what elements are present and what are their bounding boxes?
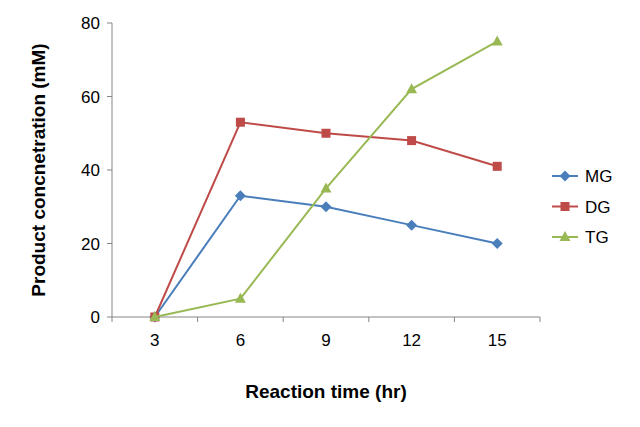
data-point [492,35,503,45]
legend-label: MG [585,167,612,186]
y-tick [107,96,112,97]
y-tick-label: 40 [81,161,100,180]
legend-marker [560,231,571,241]
x-tick [454,317,455,322]
y-tick [107,170,112,171]
x-tick-label: 6 [236,331,245,350]
x-tick-label: 15 [488,331,507,350]
series-line [155,196,497,317]
x-tick [368,317,369,322]
data-point [406,220,417,231]
x-axis [112,317,540,318]
data-point [235,293,246,303]
y-tick [107,23,112,24]
y-tick-label: 60 [81,88,100,107]
x-axis-title: Reaction time (hr) [245,381,407,402]
plot-area [149,35,502,322]
x-tick [112,317,113,322]
data-point [321,201,332,212]
legend-marker [561,202,570,211]
data-point [406,83,417,93]
data-point [493,162,502,171]
series-line [155,122,497,317]
data-point [236,118,245,127]
data-point [321,182,332,192]
legend: MG DG TG [552,167,612,247]
data-point [492,238,503,249]
x-tick-label: 3 [150,331,159,350]
x-tick [283,317,284,322]
legend-label: TG [585,228,609,247]
y-tick-label: 20 [81,235,100,254]
x-tick-label: 9 [321,331,330,350]
x-tick [197,317,198,322]
series [150,118,501,322]
data-point [235,190,246,201]
y-tick-label: 0 [91,308,100,327]
data-point [149,311,160,321]
x-tick [540,317,541,322]
x-tick-label: 12 [402,331,421,350]
legend-marker [560,171,571,182]
y-tick-label: 80 [81,14,100,33]
series [149,35,502,321]
chart: 0 20 40 60 80 3 6 9 12 15 Reaction time (hr) Produc… [0,0,640,427]
y-axis-title: Product concnetration (mM) [28,43,49,296]
y-tick [107,243,112,244]
y-tick [107,317,112,318]
data-point [407,136,416,145]
legend-label: DG [585,198,611,217]
data-point [322,129,331,138]
series-line [155,41,497,317]
